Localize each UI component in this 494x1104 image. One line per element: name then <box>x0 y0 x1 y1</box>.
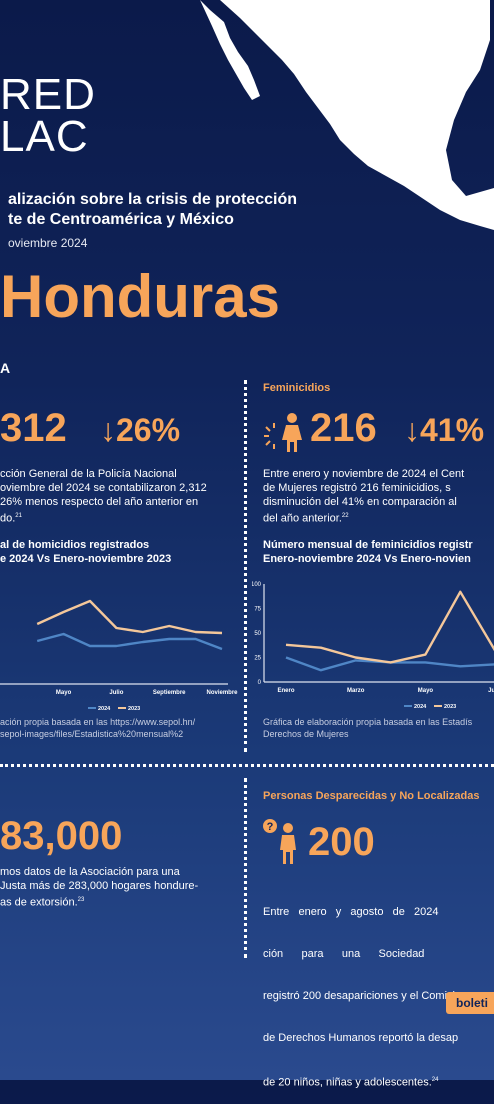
homicides-source-line2: sepol-images/files/Estadistica%20mensual… <box>0 729 184 739</box>
x-tick-label: Septiembre <box>153 690 186 696</box>
femicides-change: ↓41% <box>404 412 485 448</box>
x-tick-label: Julio <box>109 690 123 696</box>
page-title-line1: alización sobre la crisis de protección <box>8 191 297 208</box>
homicides-source: ación propia basada en las https://www.s… <box>0 716 236 740</box>
x-tick-label: Noviembre <box>206 690 238 696</box>
x-tick-label: Enero <box>277 688 294 694</box>
femicides-source-line1: Gráfica de elaboración propia basada en … <box>263 717 473 727</box>
series-line-2024 <box>36 632 223 651</box>
x-tick-label: Marzo <box>347 688 365 694</box>
series-line-2024 <box>285 656 494 672</box>
brand-line1: RED <box>0 70 96 119</box>
homicides-value: 312 <box>0 406 67 450</box>
femicides-label: Feminicidios <box>263 382 331 394</box>
femicides-paragraph: Entre enero y noviembre de 2024 el Cent … <box>263 467 494 526</box>
vertical-divider-top <box>244 380 247 752</box>
mexico-map-illustration <box>200 0 494 230</box>
y-tick-label: 50 <box>254 631 261 637</box>
extortion-value: 83,000 <box>0 814 123 858</box>
femicides-chart-title: Número mensual de feminicidios registr E… <box>263 538 494 566</box>
page-title-line2: te de Centroamérica y México <box>8 211 234 228</box>
homicides-para-line1: cción General de la Policía Nacional <box>0 468 177 480</box>
femicides-value: 216 <box>310 406 377 450</box>
femicides-para-line4: del año anterior. <box>263 512 342 525</box>
femicides-para-line2: de Mujeres registró 216 feminicidios, s <box>263 482 451 494</box>
homicides-change: ↓26% <box>100 412 181 448</box>
femicides-line-chart: 0 25 50 75 100 Enero Marzo Mayo Julio 2024 2023 <box>252 582 494 710</box>
missing-label: Personas Desparecidas y No Localizadas <box>263 790 480 802</box>
missing-paragraph: Entre enero y agosto de 2024 ción para u… <box>263 877 494 1104</box>
missing-person-icon: ? <box>263 819 296 864</box>
femicides-para-line3: disminución del 41% en comparación al <box>263 496 457 508</box>
footnote-24: 24 <box>431 1077 439 1083</box>
y-tick-label: 75 <box>254 607 261 613</box>
y-tick-label: 25 <box>254 656 261 662</box>
missing-para-line1: Entre enero y agosto de 2024 <box>263 906 439 918</box>
bulletin-badge[interactable]: boleti <box>446 992 494 1014</box>
homicides-chart-title-line2: e 2024 Vs Enero-noviembre 2023 <box>0 553 172 565</box>
brand-logo: RED LAC <box>0 70 96 161</box>
x-tick-label: Julio <box>488 688 494 694</box>
missing-para-line4: de Derechos Humanos reportó la desap <box>263 1032 459 1044</box>
footnote-23: 23 <box>77 897 85 903</box>
legend-label-2023: 2023 <box>128 706 140 712</box>
homicides-source-line1: ación propia basada en las https://www.s… <box>0 717 196 727</box>
homicides-para-line3: 26% menos respecto del año anterior en <box>0 496 199 508</box>
series-line-2023 <box>36 599 223 635</box>
legend-label-2024: 2024 <box>98 706 111 712</box>
left-section-label: A <box>0 360 11 376</box>
vertical-divider-bottom <box>244 778 247 958</box>
x-tick-label: Mayo <box>418 688 434 694</box>
missing-value: 200 <box>308 820 375 864</box>
extortion-para-line1: mos datos de la Asociación para una <box>0 866 180 878</box>
extortion-para-line3: as de extorsión. <box>0 896 78 909</box>
extortion-para-line2: Justa más de 283,000 hogares hondure- <box>0 880 199 892</box>
report-date: oviembre 2024 <box>8 236 88 250</box>
homicides-line-chart: Mayo Julio Septiembre Noviembre 2024 2023 <box>0 599 238 712</box>
homicides-chart-title-line1: al de homicidios registrados <box>0 539 150 551</box>
brand-line2: LAC <box>0 112 89 161</box>
x-tick-label: Mayo <box>56 690 72 696</box>
page-title: alización sobre la crisis de protección … <box>8 190 297 230</box>
femicides-para-line1: Entre enero y noviembre de 2024 el Cent <box>263 468 465 480</box>
extortion-paragraph: mos datos de la Asociación para una Just… <box>0 865 232 910</box>
horizontal-divider <box>0 764 494 767</box>
woman-figure-icon <box>264 413 302 452</box>
legend-label-2024: 2024 <box>414 704 427 710</box>
femicides-source-line2: Derechos de Mujeres <box>263 729 349 739</box>
series-line-2023 <box>285 590 494 664</box>
femicides-source: Gráfica de elaboración propia basada en … <box>263 716 494 740</box>
missing-para-line2: ción para una Sociedad <box>263 948 425 960</box>
homicides-para-line2: oviembre del 2024 se contabilizaron 2,31… <box>0 482 207 494</box>
homicides-para-line4: do. <box>0 512 16 525</box>
legend-label-2023: 2023 <box>444 704 456 710</box>
footnote-22: 22 <box>341 513 349 519</box>
footnote-21: 21 <box>15 513 22 519</box>
missing-para-line5: de 20 niños, niñas y adolescentes. <box>263 1076 432 1089</box>
femicides-chart-title-line2: Enero-noviembre 2024 Vs Enero-novien <box>263 553 471 565</box>
y-tick-label: 0 <box>258 680 262 686</box>
y-tick-label: 100 <box>252 582 262 588</box>
homicides-chart-title: al de homicidios registrados e 2024 Vs E… <box>0 538 171 566</box>
country-title: Honduras <box>0 263 281 330</box>
svg-text:?: ? <box>267 821 274 833</box>
femicides-chart-title-line1: Número mensual de feminicidios registr <box>263 539 473 551</box>
homicides-paragraph: cción General de la Policía Nacional ovi… <box>0 467 232 526</box>
